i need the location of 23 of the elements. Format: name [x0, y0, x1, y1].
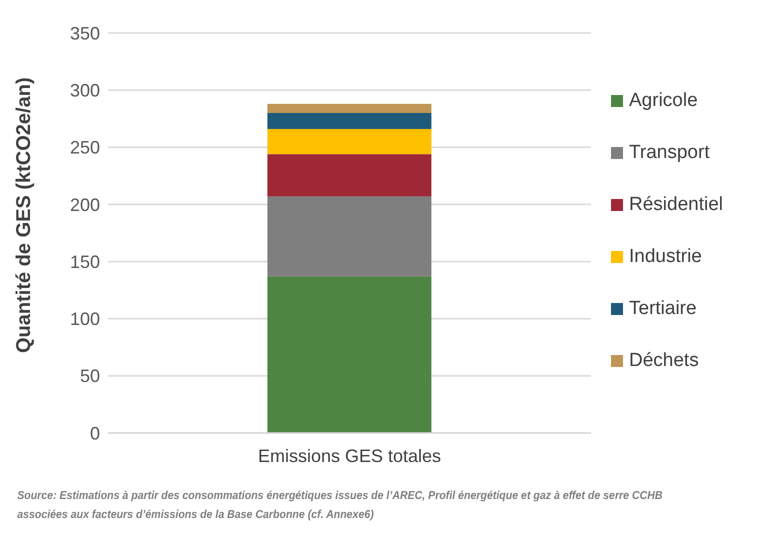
y-tick-label: 50 — [80, 366, 100, 386]
y-tick-label: 150 — [70, 252, 100, 272]
bar — [267, 154, 432, 196]
legend-label: Transport — [629, 142, 710, 164]
y-axis-title: Quantité de GES (ktCO2e/an) — [13, 77, 36, 353]
y-tick-label: 300 — [70, 80, 100, 101]
legend-label: Déchets — [629, 350, 699, 372]
legend-label: Agricole — [629, 90, 698, 112]
legend-label: Tertiaire — [629, 298, 697, 320]
y-tick-label: 350 — [70, 23, 100, 44]
bar — [267, 276, 432, 433]
source-note: Source: Estimations à partir des consommations énergétiques issues de l’AREC, Profil énergétique et gaz à effet de serre CCHB associées aux facteurs d’émissions de la Base Carbonne (cf. Annexe6) — [16, 489, 664, 523]
x-tick-label: Emissions GES totales — [258, 446, 442, 466]
y-tick-label: 200 — [70, 194, 100, 215]
y-tick-label: 100 — [70, 309, 100, 330]
y-tick-label: 0 — [90, 423, 100, 444]
bar — [267, 196, 432, 276]
legend-label: Résidentiel — [629, 194, 723, 216]
bar — [267, 104, 432, 113]
bar — [267, 113, 432, 129]
y-tick-label: 250 — [70, 138, 100, 158]
legend-label: Industrie — [629, 246, 702, 268]
bar — [267, 129, 432, 154]
